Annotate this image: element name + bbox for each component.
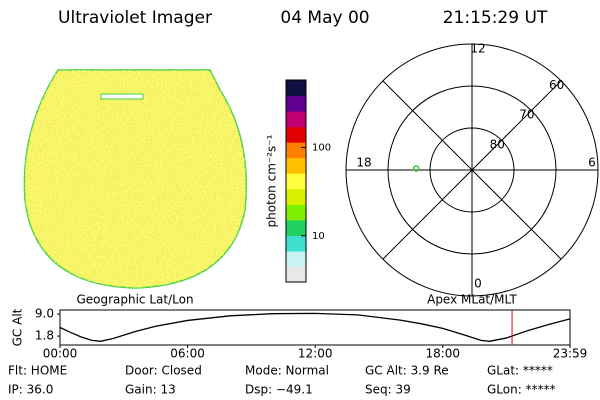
instrument-title: Ultraviolet Imager [58, 8, 212, 28]
colorbar-tick-label: 10 [312, 231, 325, 242]
plot-frame [59, 309, 571, 346]
colorbar-segment [286, 266, 306, 283]
colorbar-segment [286, 157, 306, 174]
colorbar-segment [286, 173, 306, 190]
mlt-label: 12 [470, 42, 485, 56]
colorbar-segment [286, 80, 306, 97]
colorbar-segment [286, 235, 306, 252]
colorbar: 10 100 photon cm⁻²s⁻¹ [265, 79, 331, 283]
y-axis-label: GC Alt [11, 308, 25, 346]
polar-plot: 807060121860 [345, 42, 599, 297]
colorbar-segment [286, 126, 306, 143]
info-field: Seq: 39 [365, 383, 411, 397]
polar-label: Apex MLat/MLT [427, 293, 517, 307]
x-tick-label: 00:00 [43, 347, 78, 361]
info-field: Mode: Normal [245, 364, 329, 378]
info-field: Door: Closed [125, 364, 202, 378]
altitude-chart: Geographic Lat/Lon Apex MLat/MLT GC Alt 9.0… [11, 293, 588, 361]
polar-spoke [382, 80, 562, 260]
info-field: IP: 36.0 [8, 383, 53, 397]
time: 21:15:29 UT [443, 8, 548, 28]
x-tick-label: 06:00 [170, 347, 205, 361]
mlt-label: 18 [356, 156, 371, 170]
y-tick-label: 9.0 [35, 306, 54, 320]
date: 04 May 00 [280, 8, 369, 28]
colorbar-segment [286, 219, 306, 236]
colorbar-segment [286, 188, 306, 205]
info-panel: Flt: HOME Door: Closed Mode: Normal GC Alt:… [8, 364, 556, 397]
colorbar-segment [286, 204, 306, 221]
colorbar-label: photon cm⁻²s⁻¹ [265, 134, 279, 227]
colorbar-segment [286, 111, 306, 128]
mlt-label: 0 [474, 277, 482, 291]
info-field: GLon: ***** [487, 383, 556, 397]
y-tick-label: 1.8 [35, 329, 54, 343]
colorbar-segment [286, 142, 306, 159]
spot [412, 165, 420, 172]
image-texture [24, 70, 247, 288]
image-label: Geographic Lat/Lon [76, 293, 193, 307]
altitude-line [59, 312, 571, 342]
mlt-label: 6 [588, 156, 596, 170]
info-field: Gain: 13 [125, 383, 176, 397]
colorbar-tick-label: 100 [312, 142, 331, 153]
colorbar-segment [286, 250, 306, 267]
info-field: Flt: HOME [8, 364, 67, 378]
x-tick-label: 18:00 [425, 347, 460, 361]
info-field: Dsp: −49.1 [245, 383, 313, 397]
colorbar-frame [285, 79, 307, 283]
x-tick-label: 23:59 [553, 347, 588, 361]
slit [100, 93, 144, 100]
info-field: GLat: ***** [487, 364, 553, 378]
x-tick-label: 12:00 [298, 347, 333, 361]
colorbar-segment [286, 95, 306, 112]
info-field: GC Alt: 3.9 Re [365, 364, 449, 378]
uv-image [23, 69, 247, 289]
